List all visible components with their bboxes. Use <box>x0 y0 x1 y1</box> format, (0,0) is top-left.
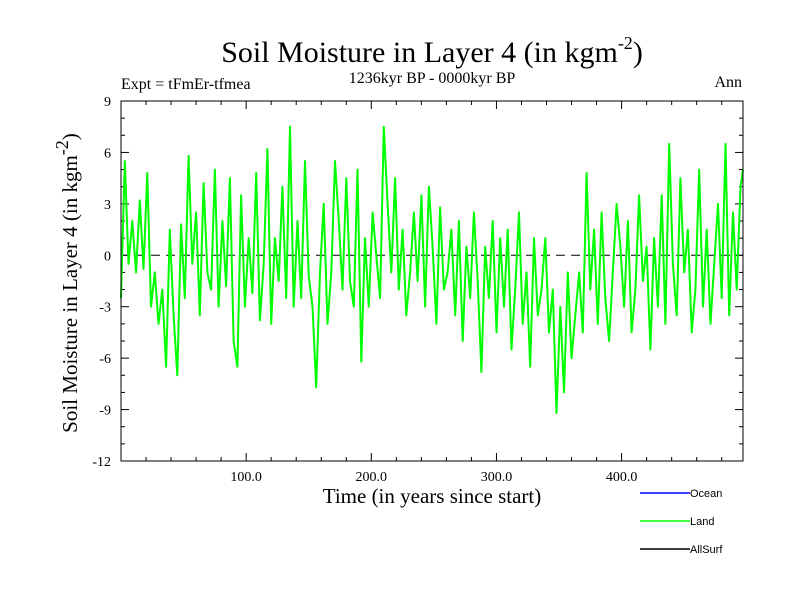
y-axis-label-main: Soil Moisture in Layer 4 (in kgm <box>58 155 82 433</box>
plot-frame <box>120 100 744 462</box>
chart-title-main: Soil Moisture in Layer 4 (in kgm <box>221 36 618 69</box>
subtitle-center: 1236kyr BP - 0000kyr BP <box>349 70 516 87</box>
legend-label-ocean: Ocean <box>690 488 722 500</box>
y-tick-label: -12 <box>92 455 111 470</box>
y-axis-label-sup: -2 <box>52 140 72 155</box>
y-tick-label: 3 <box>104 198 111 213</box>
chart-title: Soil Moisture in Layer 4 (in kgm-2) <box>221 33 643 69</box>
x-axis-label: Time (in years since start) <box>323 484 542 508</box>
y-tick-label: -9 <box>99 404 111 419</box>
series-line-land <box>120 125 744 414</box>
legend-label-allsurf: AllSurf <box>690 544 723 556</box>
x-tick-label: 100.0 <box>230 470 262 485</box>
y-tick-label: 6 <box>104 146 111 161</box>
y-tick-label: 0 <box>104 249 111 264</box>
y-tick-label: -6 <box>99 352 111 367</box>
subtitle-left: Expt = tFmEr-tfmea <box>121 76 251 93</box>
y-axis-label-close: ) <box>58 133 82 140</box>
y-tick-label: -3 <box>99 301 111 316</box>
axis-ticks: 9 6 3 0 -3 -6 -9 -12 100.0 200.0 300.0 400.0 <box>92 95 743 485</box>
y-tick-label: 9 <box>104 95 111 110</box>
legend: Ocean Land AllSurf <box>640 488 723 556</box>
chart-title-sup: -2 <box>618 33 633 53</box>
x-tick-label: 400.0 <box>606 470 638 485</box>
x-tick-label: 300.0 <box>481 470 513 485</box>
x-tick-label: 200.0 <box>356 470 388 485</box>
y-axis-label: Soil Moisture in Layer 4 (in kgm-2) <box>52 133 82 433</box>
legend-label-land: Land <box>690 516 714 528</box>
series-group <box>120 125 744 414</box>
subtitle-right: Ann <box>714 74 742 91</box>
chart-title-close: ) <box>633 36 643 69</box>
